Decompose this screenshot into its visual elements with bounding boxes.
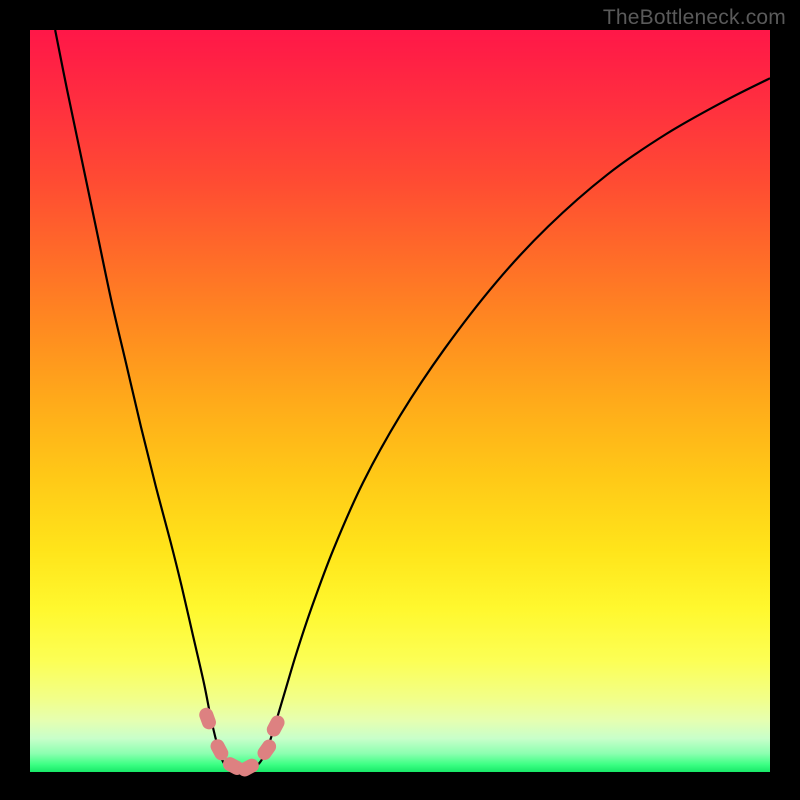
- marker-layer: [0, 0, 800, 800]
- data-marker: [255, 737, 279, 763]
- data-marker: [235, 756, 261, 779]
- watermark: TheBottleneck.com: [603, 6, 786, 30]
- data-marker: [197, 706, 218, 731]
- data-marker: [264, 713, 287, 739]
